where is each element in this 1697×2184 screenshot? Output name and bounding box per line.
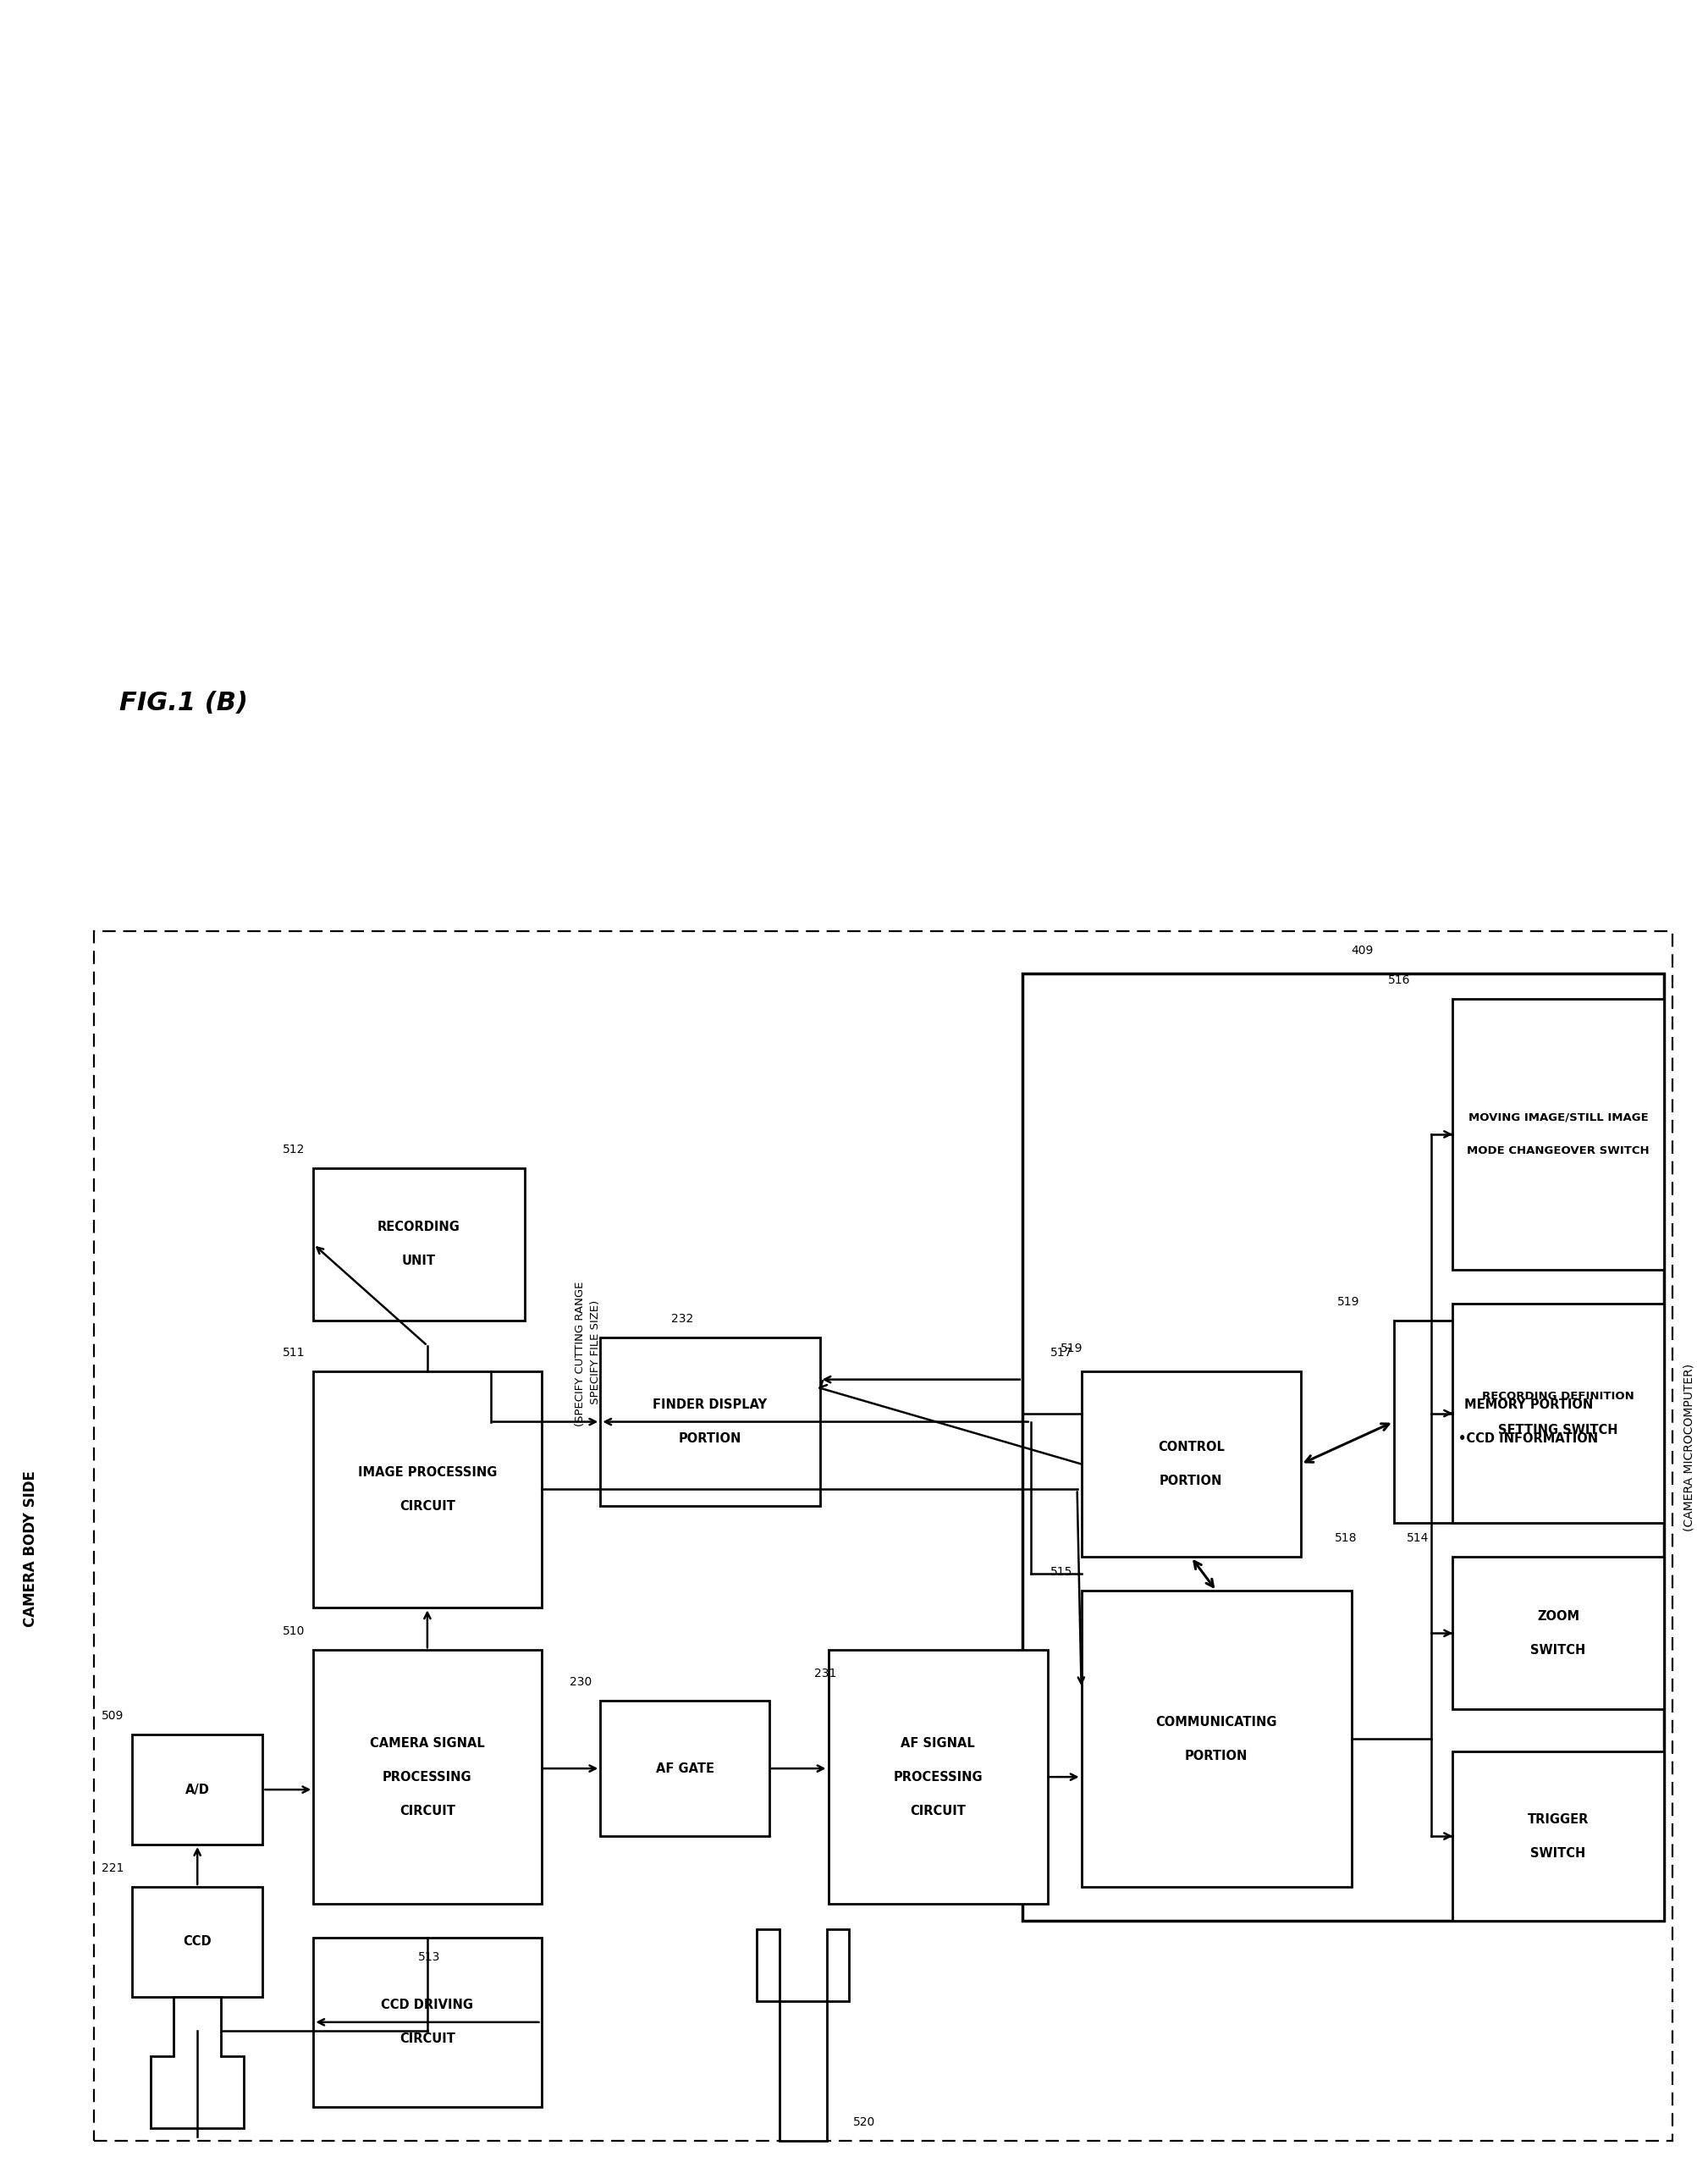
Text: 519: 519	[1061, 1343, 1083, 1354]
Bar	[1453, 998, 1663, 1269]
Bar	[132, 1734, 263, 1845]
Text: CAMERA SIGNAL: CAMERA SIGNAL	[370, 1736, 485, 1749]
Text: 512: 512	[283, 1144, 305, 1155]
Text: A/D: A/D	[185, 1784, 210, 1795]
Text: 519: 519	[1337, 1295, 1359, 1308]
Text: 230: 230	[570, 1677, 592, 1688]
Text: TRIGGER: TRIGGER	[1527, 1813, 1588, 1826]
Text: 516: 516	[1388, 974, 1410, 987]
Text: 515: 515	[1050, 1566, 1073, 1579]
Bar	[1453, 1752, 1663, 1920]
Text: PROCESSING: PROCESSING	[893, 1771, 983, 1784]
Bar	[314, 1168, 524, 1321]
Text: SWITCH: SWITCH	[1531, 1645, 1585, 1655]
Text: SETTING SWITCH: SETTING SWITCH	[1498, 1424, 1617, 1437]
Bar	[1453, 1304, 1663, 1522]
Text: 409: 409	[1351, 946, 1375, 957]
Text: (CAMERA MICROCOMPUTER): (CAMERA MICROCOMPUTER)	[1683, 1363, 1695, 1531]
Text: UNIT: UNIT	[402, 1256, 436, 1267]
Text: PORTION: PORTION	[1159, 1474, 1222, 1487]
Text: CAMERA BODY SIDE: CAMERA BODY SIDE	[24, 1470, 39, 1627]
Text: CIRCUIT: CIRCUIT	[399, 2033, 455, 2046]
Text: MODE CHANGEOVER SWITCH: MODE CHANGEOVER SWITCH	[1466, 1147, 1649, 1158]
Text: FIG.1 (B): FIG.1 (B)	[119, 690, 248, 716]
Text: 221: 221	[102, 1863, 124, 1874]
Polygon shape	[757, 1928, 848, 2140]
Polygon shape	[151, 1996, 244, 2127]
Text: 232: 232	[670, 1313, 692, 1324]
Text: 514: 514	[1407, 1533, 1429, 1544]
Text: FINDER DISPLAY: FINDER DISPLAY	[653, 1398, 767, 1411]
Text: 509: 509	[102, 1710, 124, 1721]
Text: 520: 520	[854, 2116, 876, 2127]
Bar	[1081, 1372, 1302, 1557]
Text: 518: 518	[1334, 1533, 1358, 1544]
Text: ZOOM: ZOOM	[1537, 1610, 1580, 1623]
Text: PORTION: PORTION	[679, 1433, 742, 1446]
Text: AF GATE: AF GATE	[655, 1762, 714, 1776]
Text: 517: 517	[1050, 1348, 1073, 1358]
Text: •CCD INFORMATION: •CCD INFORMATION	[1459, 1433, 1599, 1446]
Bar	[314, 1372, 541, 1607]
Text: 511: 511	[282, 1348, 305, 1358]
Bar	[601, 1701, 769, 1837]
Text: (SPECIFY CUTTING RANGE
 SPECIFY FILE SIZE): (SPECIFY CUTTING RANGE SPECIFY FILE SIZE…	[575, 1282, 601, 1426]
Text: CIRCUIT: CIRCUIT	[399, 1804, 455, 1817]
Text: PROCESSING: PROCESSING	[382, 1771, 472, 1784]
Bar	[1081, 1590, 1351, 1887]
Text: RECORDING: RECORDING	[377, 1221, 460, 1234]
Text: CONTROL: CONTROL	[1157, 1441, 1225, 1455]
Text: 231: 231	[815, 1669, 837, 1679]
Text: SWITCH: SWITCH	[1531, 1848, 1585, 1859]
Text: PORTION: PORTION	[1185, 1749, 1247, 1762]
Text: IMAGE PROCESSING: IMAGE PROCESSING	[358, 1465, 497, 1479]
Bar	[1453, 1557, 1663, 1710]
Text: CCD DRIVING: CCD DRIVING	[382, 1998, 473, 2011]
Text: CCD: CCD	[183, 1935, 212, 1948]
Bar	[314, 1651, 541, 1904]
Text: MOVING IMAGE/STILL IMAGE: MOVING IMAGE/STILL IMAGE	[1468, 1112, 1648, 1123]
Bar	[828, 1651, 1047, 1904]
Text: COMMUNICATING: COMMUNICATING	[1156, 1717, 1278, 1728]
Bar	[93, 930, 1672, 2140]
Bar	[1393, 1321, 1663, 1522]
Text: CIRCUIT: CIRCUIT	[910, 1804, 966, 1817]
Bar	[1022, 974, 1663, 1920]
Bar	[132, 1887, 263, 1996]
Text: 513: 513	[417, 1950, 440, 1963]
Text: RECORDING DEFINITION: RECORDING DEFINITION	[1481, 1391, 1634, 1402]
Bar	[601, 1337, 820, 1507]
Text: CIRCUIT: CIRCUIT	[399, 1500, 455, 1514]
Text: AF SIGNAL: AF SIGNAL	[901, 1736, 976, 1749]
Text: MEMORY PORTION: MEMORY PORTION	[1465, 1398, 1593, 1411]
Bar	[314, 1937, 541, 2108]
Text: 510: 510	[283, 1625, 305, 1638]
